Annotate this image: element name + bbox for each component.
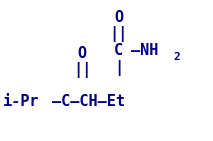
- Text: C: C: [114, 43, 123, 59]
- Text: O: O: [114, 10, 123, 25]
- Text: O: O: [78, 46, 87, 61]
- Text: 2: 2: [173, 52, 180, 61]
- Text: ||: ||: [73, 62, 91, 79]
- Text: ||: ||: [110, 26, 128, 42]
- Text: |: |: [114, 60, 123, 76]
- Text: —NH: —NH: [131, 43, 158, 59]
- Text: —C—CH—Et: —C—CH—Et: [52, 94, 125, 109]
- Text: i-Pr: i-Pr: [3, 94, 39, 109]
